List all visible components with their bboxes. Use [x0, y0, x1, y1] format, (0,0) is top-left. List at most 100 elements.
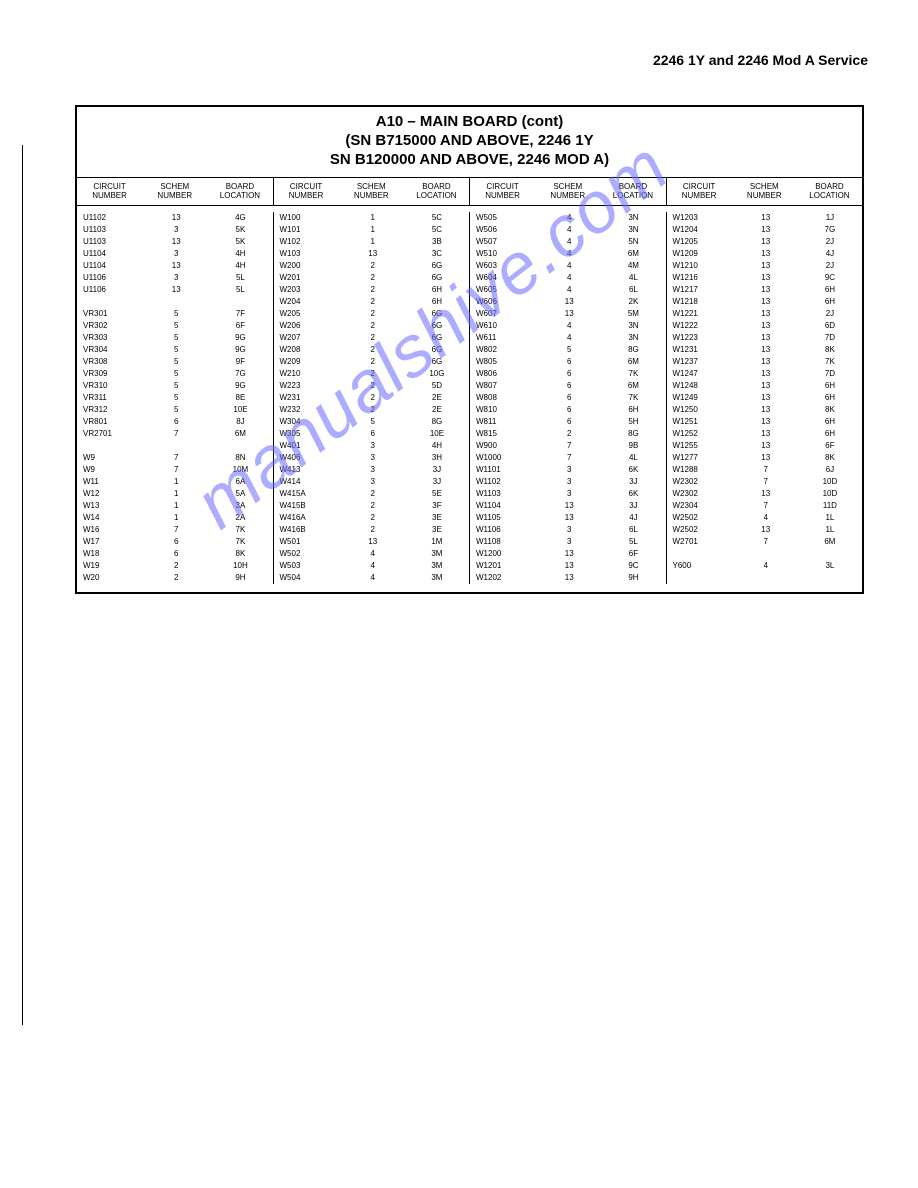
- cell: 2K: [604, 296, 662, 308]
- body-column: U1102U1103U1103U1104U1104U1106U1106 VR30…: [77, 212, 144, 584]
- cell: 6G: [408, 320, 466, 332]
- cell: 7: [540, 452, 598, 464]
- cell: 13: [737, 332, 795, 344]
- cell: W1250: [673, 404, 731, 416]
- cell: 2: [344, 260, 402, 272]
- cell: 3J: [604, 476, 662, 488]
- cell: 2J: [801, 308, 859, 320]
- cell: 5: [147, 368, 205, 380]
- cell: 2: [147, 560, 205, 572]
- cell: VR312: [83, 404, 141, 416]
- cell: 3M: [408, 548, 466, 560]
- cell: W505: [476, 212, 534, 224]
- body-group: U1102U1103U1103U1104U1104U1106U1106 VR30…: [77, 212, 273, 584]
- cell: 1M: [408, 536, 466, 548]
- cell: U1106: [83, 272, 141, 284]
- cell: 3N: [604, 332, 662, 344]
- cell: 13: [737, 392, 795, 404]
- cell: 10E: [211, 404, 269, 416]
- cell: 13: [540, 548, 598, 560]
- cell: 6G: [408, 272, 466, 284]
- cell: 6M: [604, 380, 662, 392]
- cell: 4J: [604, 512, 662, 524]
- cell: 5M: [604, 308, 662, 320]
- cell: W1201: [476, 560, 534, 572]
- cell: W1222: [673, 320, 731, 332]
- body-column: 4G5K5K4H4H5L5L 7F6F9G9G9F7G9G8E10E8J6M 8…: [208, 212, 272, 584]
- cell: 6M: [604, 248, 662, 260]
- cell: 3F: [408, 500, 466, 512]
- cell: 13: [540, 296, 598, 308]
- header-cell: SCHEMNUMBER: [142, 178, 207, 204]
- cell: 4: [540, 224, 598, 236]
- cell: 2: [344, 500, 402, 512]
- cell: 2: [344, 332, 402, 344]
- cell: 6: [147, 548, 205, 560]
- cell: 6: [147, 416, 205, 428]
- body-column: 1J7G2J4J2J9C6H6H2J6D7D8K7K7D6H6H8K6H6H6F…: [798, 212, 862, 584]
- cell: W900: [476, 440, 534, 452]
- cell: 4: [540, 284, 598, 296]
- cell: 6: [147, 536, 205, 548]
- cell: W1104: [476, 500, 534, 512]
- cell: 13: [737, 524, 795, 536]
- cell: W811: [476, 416, 534, 428]
- header-cell: CIRCUITNUMBER: [470, 178, 535, 204]
- cell: 4: [540, 320, 598, 332]
- cell: [211, 296, 269, 308]
- cell: 13: [737, 284, 795, 296]
- cell: W17: [83, 536, 141, 548]
- cell: 5: [147, 404, 205, 416]
- cell: 9F: [211, 356, 269, 368]
- cell: 1: [344, 212, 402, 224]
- cell: 13: [737, 320, 795, 332]
- cell: W1221: [673, 308, 731, 320]
- cell: W1205: [673, 236, 731, 248]
- cell: 5H: [604, 416, 662, 428]
- cell: W232: [280, 404, 338, 416]
- header-group: CIRCUITNUMBERSCHEMNUMBERBOARDLOCATION: [666, 178, 863, 204]
- cell: W1200: [476, 548, 534, 560]
- cell: 9G: [211, 332, 269, 344]
- cell: 6G: [408, 356, 466, 368]
- cell: W802: [476, 344, 534, 356]
- cell: W416B: [280, 524, 338, 536]
- cell: 2: [344, 320, 402, 332]
- cell: 13: [737, 404, 795, 416]
- cell: 13: [737, 488, 795, 500]
- cell: 4L: [604, 452, 662, 464]
- cell: 6: [540, 356, 598, 368]
- cell: 4M: [604, 260, 662, 272]
- cell: VR309: [83, 368, 141, 380]
- cell: W808: [476, 392, 534, 404]
- cell: 4J: [801, 248, 859, 260]
- header-group: CIRCUITNUMBERSCHEMNUMBERBOARDLOCATION: [469, 178, 666, 204]
- cell: 5K: [211, 236, 269, 248]
- cell: 2E: [408, 392, 466, 404]
- cell: 6K: [604, 464, 662, 476]
- cell: W611: [476, 332, 534, 344]
- cell: 2: [344, 308, 402, 320]
- cell: 10G: [408, 368, 466, 380]
- cell: W1218: [673, 296, 731, 308]
- cell: 13: [147, 212, 205, 224]
- header-group: CIRCUITNUMBERSCHEMNUMBERBOARDLOCATION: [273, 178, 470, 204]
- cell: 5C: [408, 212, 466, 224]
- cell: 6K: [604, 488, 662, 500]
- cell: 5: [147, 320, 205, 332]
- cell: 6M: [604, 356, 662, 368]
- cell: W806: [476, 368, 534, 380]
- cell: 6G: [408, 344, 466, 356]
- cell: 3E: [408, 524, 466, 536]
- cell: 7K: [604, 392, 662, 404]
- cell: W231: [280, 392, 338, 404]
- cell: W206: [280, 320, 338, 332]
- cell: 8K: [801, 344, 859, 356]
- cell: W807: [476, 380, 534, 392]
- cell: W223: [280, 380, 338, 392]
- cell: 3: [147, 224, 205, 236]
- cell: 2: [344, 284, 402, 296]
- cell: 3A: [211, 500, 269, 512]
- cell: 3: [147, 248, 205, 260]
- cell: 1: [147, 500, 205, 512]
